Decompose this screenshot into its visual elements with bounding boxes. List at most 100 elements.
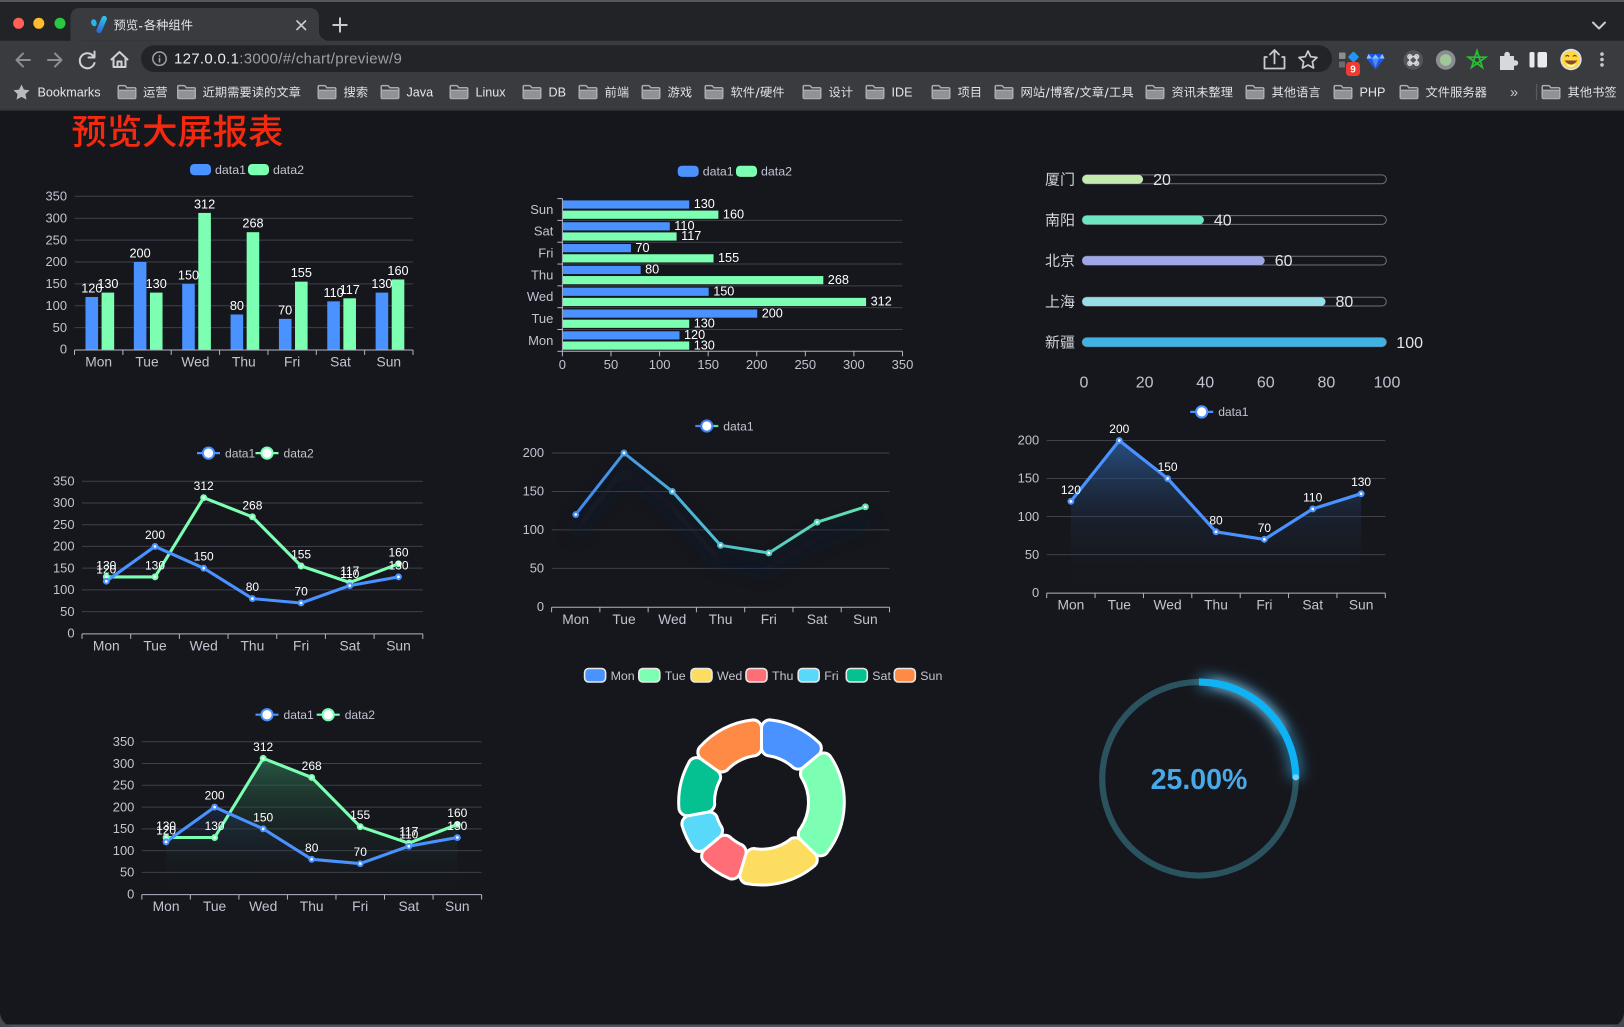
svg-text:200: 200	[113, 799, 135, 814]
svg-text:Sat: Sat	[534, 224, 554, 239]
svg-text:25.00%: 25.00%	[1151, 764, 1248, 796]
svg-text:50: 50	[120, 865, 134, 880]
svg-text:70: 70	[1258, 521, 1272, 535]
svg-text:Sat: Sat	[339, 638, 360, 653]
svg-text:160: 160	[723, 207, 744, 221]
svg-text:200: 200	[130, 247, 151, 261]
svg-text:0: 0	[537, 599, 544, 614]
svg-text:130: 130	[96, 558, 116, 572]
svg-text:Thu: Thu	[772, 669, 793, 683]
svg-text:Wed: Wed	[190, 638, 218, 653]
svg-text:0: 0	[60, 342, 67, 357]
svg-text:150: 150	[194, 550, 214, 564]
svg-text:40: 40	[1214, 213, 1232, 230]
svg-text:40: 40	[1196, 375, 1214, 392]
svg-text:Sun: Sun	[386, 638, 411, 653]
svg-text:60: 60	[1275, 253, 1293, 270]
svg-text:312: 312	[871, 295, 892, 309]
svg-text:268: 268	[828, 273, 849, 287]
svg-text:312: 312	[194, 197, 215, 211]
svg-text:150: 150	[697, 357, 719, 372]
svg-text:Mon: Mon	[528, 333, 553, 348]
svg-text:100: 100	[45, 298, 67, 313]
svg-text:200: 200	[523, 445, 545, 460]
svg-text:Sun: Sun	[853, 612, 878, 627]
svg-text:80: 80	[1336, 294, 1354, 311]
svg-text:130: 130	[388, 558, 408, 572]
svg-text:20: 20	[1153, 172, 1171, 189]
svg-text:110: 110	[399, 828, 418, 842]
svg-text:80: 80	[246, 580, 260, 594]
svg-text:117: 117	[340, 564, 359, 578]
svg-text:data2: data2	[284, 446, 315, 460]
svg-text:Thu: Thu	[241, 638, 265, 653]
svg-text:150: 150	[1018, 471, 1040, 486]
svg-text:DB: DB	[549, 86, 567, 100]
svg-text:80: 80	[645, 263, 659, 277]
svg-text:100: 100	[649, 357, 671, 372]
svg-text:200: 200	[205, 789, 225, 803]
svg-text:130: 130	[447, 819, 467, 833]
svg-text:70: 70	[635, 241, 649, 255]
svg-text:130: 130	[97, 277, 118, 291]
svg-text:200: 200	[1018, 433, 1040, 448]
svg-text:Fri: Fri	[284, 355, 300, 370]
svg-text:350: 350	[113, 734, 135, 749]
svg-text:200: 200	[1109, 422, 1129, 436]
svg-text:110: 110	[323, 286, 343, 300]
svg-text:Wed: Wed	[527, 289, 554, 304]
svg-text:300: 300	[113, 756, 135, 771]
svg-text:Wed: Wed	[181, 355, 209, 370]
svg-text:Tue: Tue	[1108, 598, 1132, 613]
svg-text:0: 0	[127, 886, 134, 901]
svg-text:data2: data2	[761, 165, 792, 179]
svg-text:250: 250	[53, 517, 75, 532]
svg-text:250: 250	[794, 357, 816, 372]
svg-text:312: 312	[253, 740, 273, 754]
svg-text:160: 160	[388, 545, 408, 559]
svg-text:Sat: Sat	[1302, 598, 1323, 613]
svg-text:Fri: Fri	[352, 899, 368, 914]
svg-text:350: 350	[45, 189, 67, 204]
svg-text:50: 50	[1025, 547, 1039, 562]
svg-text:Wed: Wed	[717, 669, 742, 683]
svg-text:IDE: IDE	[892, 86, 913, 100]
svg-text:150: 150	[45, 276, 67, 291]
svg-text:Sun: Sun	[530, 202, 553, 217]
svg-text:70: 70	[294, 585, 308, 599]
svg-text:120: 120	[156, 823, 176, 837]
svg-text:Tue: Tue	[531, 311, 553, 326]
svg-text:117: 117	[681, 229, 701, 243]
svg-text:268: 268	[242, 217, 263, 231]
svg-text:100: 100	[1396, 335, 1423, 352]
svg-text:Thu: Thu	[709, 612, 733, 627]
svg-text:100: 100	[523, 522, 545, 537]
svg-text:150: 150	[1158, 460, 1178, 474]
svg-text:0: 0	[1032, 585, 1039, 600]
svg-text:data2: data2	[345, 708, 376, 722]
svg-text:50: 50	[60, 604, 74, 619]
svg-text:160: 160	[387, 264, 408, 278]
svg-text:data1: data1	[215, 163, 246, 177]
svg-text:350: 350	[892, 357, 914, 372]
svg-text:150: 150	[713, 285, 734, 299]
svg-text:Fri: Fri	[1256, 598, 1272, 613]
svg-text:117: 117	[340, 283, 360, 297]
svg-text:100: 100	[1018, 509, 1040, 524]
svg-text:Mon: Mon	[1057, 598, 1084, 613]
svg-text:Sat: Sat	[872, 669, 891, 683]
svg-text:Fri: Fri	[761, 612, 777, 627]
svg-text:120: 120	[1061, 483, 1081, 497]
svg-text:120: 120	[96, 563, 116, 577]
svg-text:130: 130	[1351, 475, 1371, 489]
svg-text:Thu: Thu	[1204, 598, 1228, 613]
svg-text:Sun: Sun	[920, 669, 942, 683]
svg-text:110: 110	[1303, 490, 1322, 504]
svg-text:Sun: Sun	[1349, 598, 1374, 613]
svg-text:20: 20	[1136, 375, 1154, 392]
svg-text:Sat: Sat	[330, 355, 351, 370]
svg-text:Sat: Sat	[807, 612, 828, 627]
svg-text:130: 130	[205, 819, 225, 833]
svg-text:Fri: Fri	[293, 638, 309, 653]
svg-text:120: 120	[81, 282, 102, 296]
